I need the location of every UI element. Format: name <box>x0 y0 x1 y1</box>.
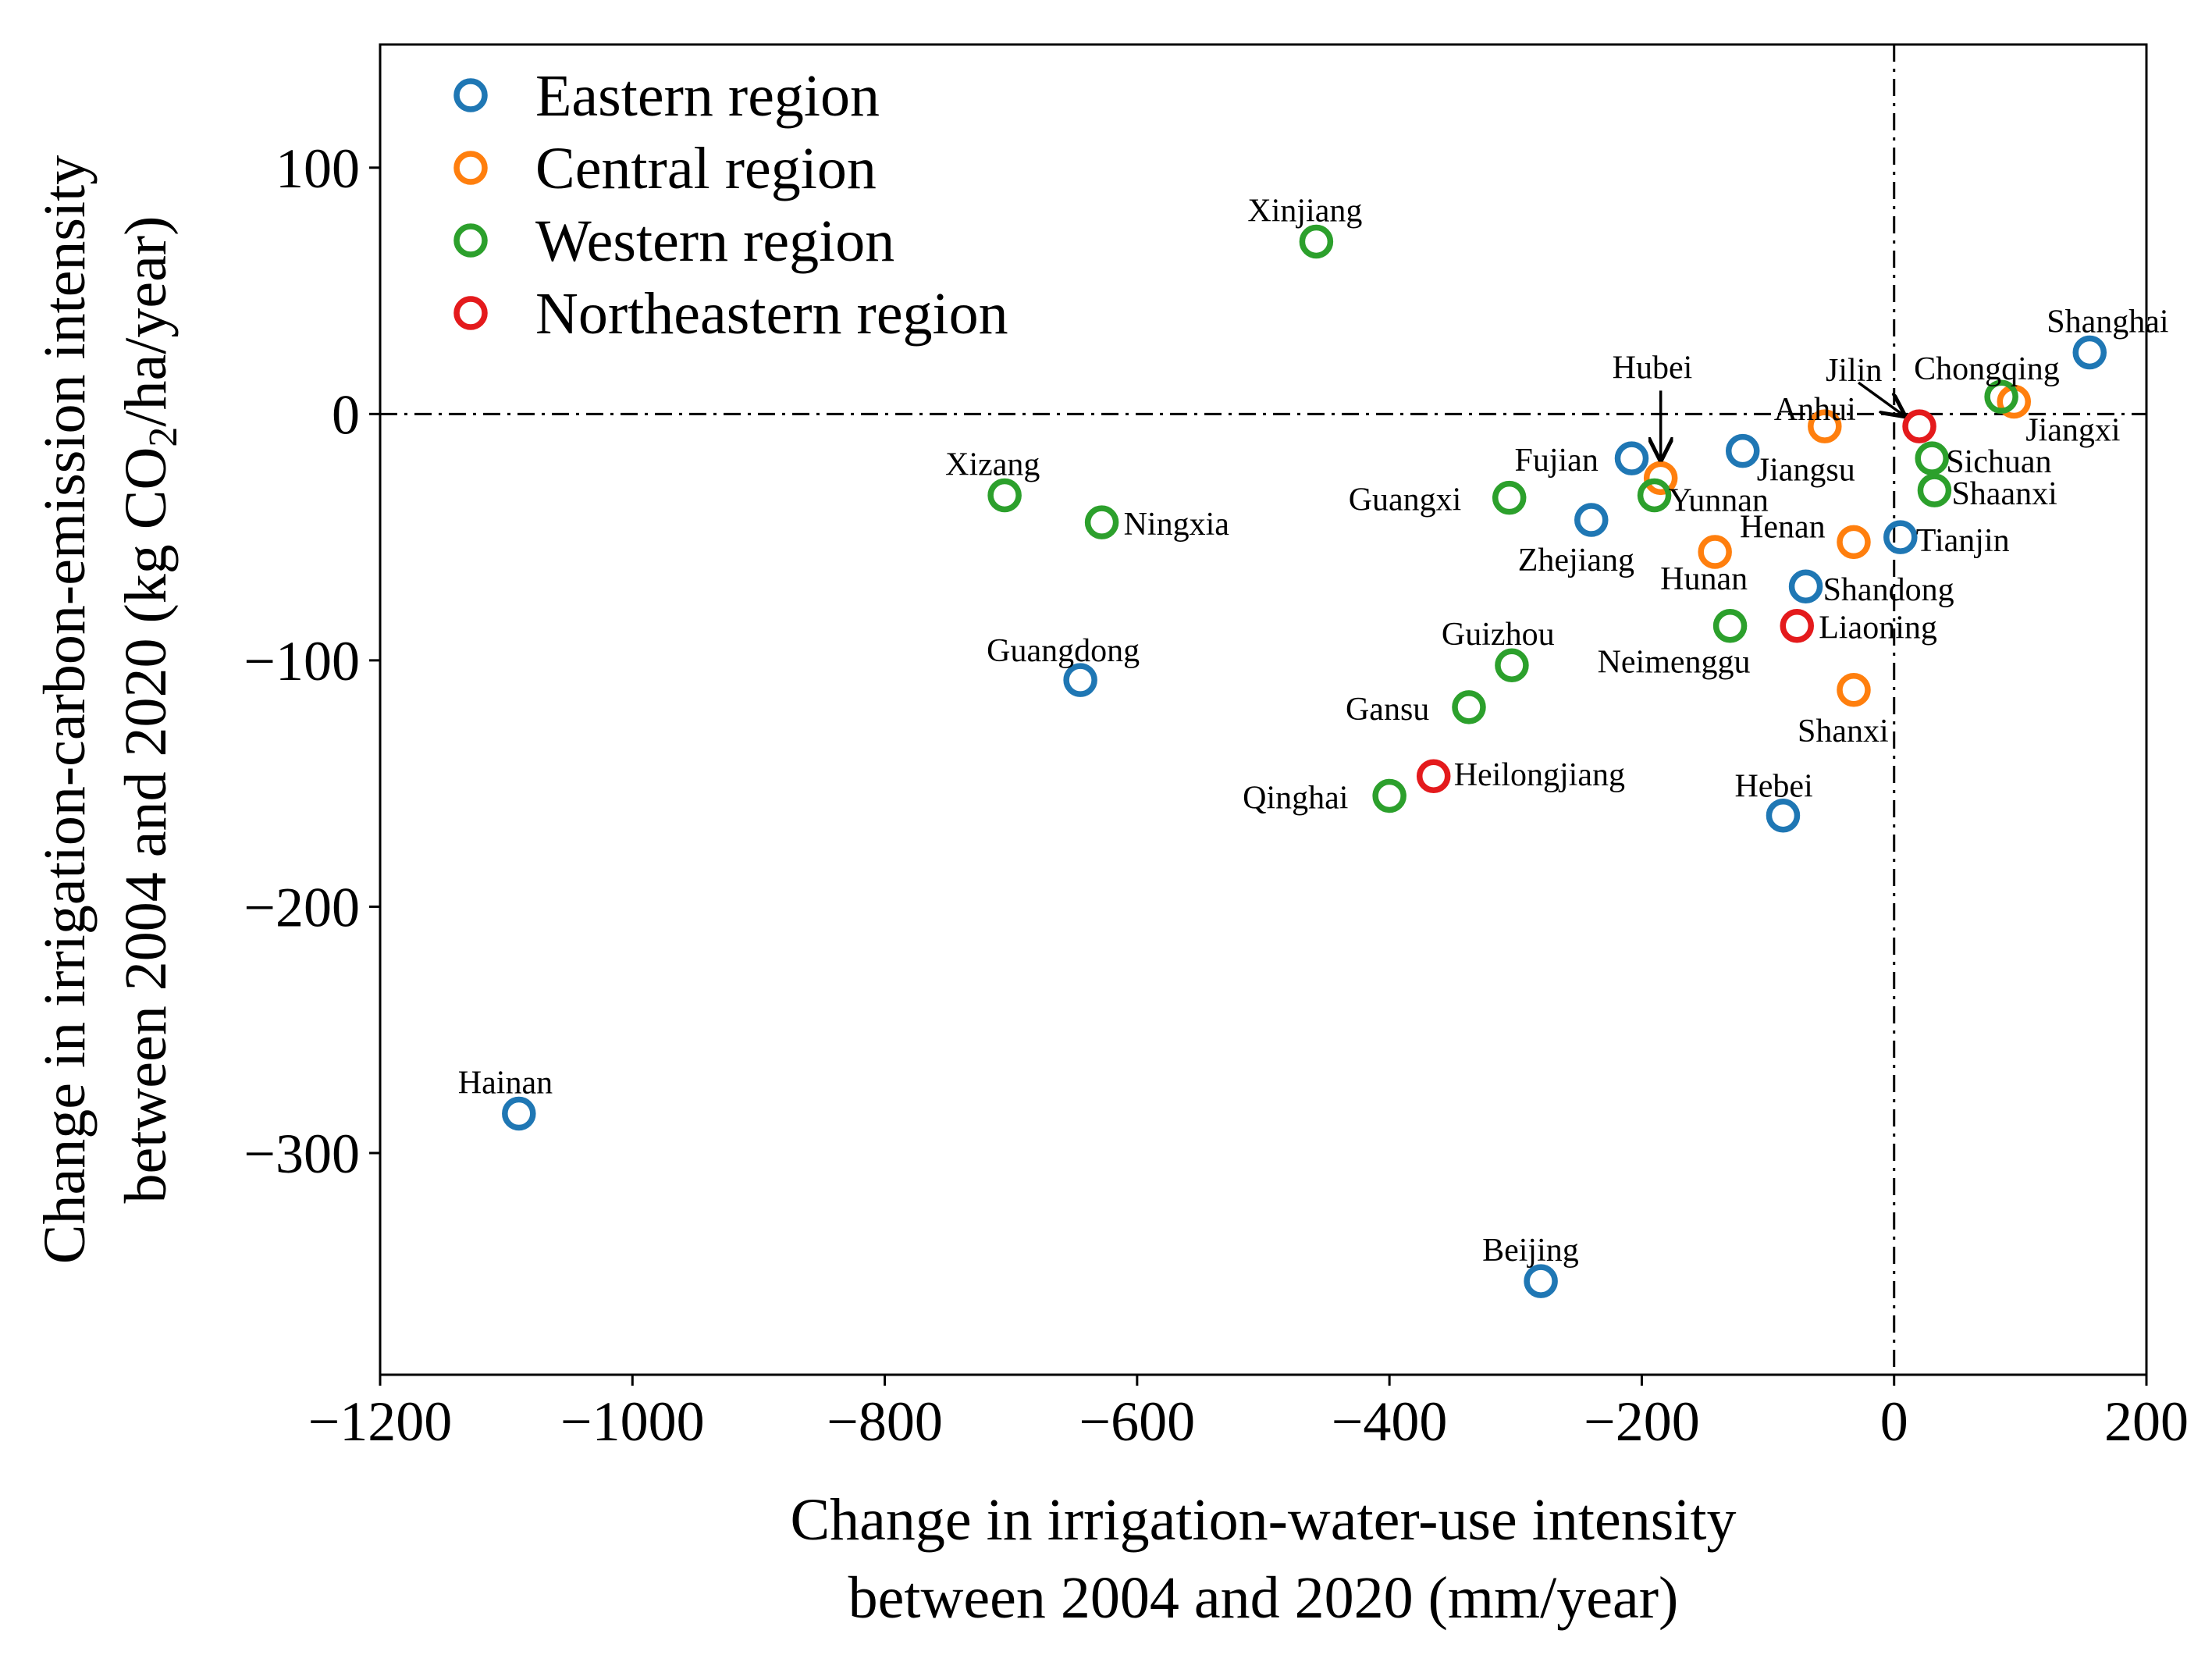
point-jiangsu <box>1725 433 1760 468</box>
point-label-xizang: Xizang <box>945 447 1040 482</box>
point-zhejiang <box>1574 503 1609 537</box>
y-tick-label: 100 <box>276 137 360 200</box>
point-label-guangdong: Guangdong <box>987 633 1140 669</box>
legend-label-eastern: Eastern region <box>535 63 880 129</box>
arrow-jilin <box>1858 381 1904 415</box>
point-label-liaoning: Liaoning <box>1819 610 1937 646</box>
point-guangxi <box>1492 480 1527 515</box>
point-label-qinghai: Qinghai <box>1243 780 1348 816</box>
point-sichuan <box>1915 441 1949 475</box>
y-tick-label: 0 <box>332 383 360 446</box>
x-tick-label: 0 <box>1880 1390 1908 1453</box>
point-label-henan: Henan <box>1740 509 1826 545</box>
point-label-yunnan: Yunnan <box>1669 482 1769 518</box>
y-axis-title-line2: between 2004 and 2020 (kg CO2/ha/year) <box>113 216 186 1204</box>
y-axis-title-post: /ha/year) <box>113 216 179 427</box>
legend-label-northeastern: Northeastern region <box>535 281 1008 347</box>
point-xinjiang <box>1299 224 1334 259</box>
legend-marker-western <box>453 223 488 258</box>
point-anhui <box>1808 409 1842 443</box>
y-tick-label: −100 <box>244 630 360 692</box>
point-label-fujian: Fujian <box>1514 443 1598 479</box>
y-tick-label: −200 <box>244 876 360 938</box>
point-label-shandong: Shandong <box>1823 572 1954 608</box>
x-tick-label: −1000 <box>560 1390 705 1453</box>
point-label-gansu: Gansu <box>1346 692 1429 728</box>
point-label-jilin: Jilin <box>1826 353 1882 389</box>
point-jilin <box>1902 409 1936 443</box>
point-heilongjiang <box>1416 759 1451 793</box>
point-label-hainan: Hainan <box>458 1066 553 1102</box>
point-label-shanxi: Shanxi <box>1798 714 1889 749</box>
point-label-shanghai: Shanghai <box>2047 304 2168 340</box>
y-tick-label: −300 <box>244 1123 360 1185</box>
x-tick-label: −400 <box>1332 1390 1448 1453</box>
x-axis-title-line2: between 2004 and 2020 (mm/year) <box>848 1565 1679 1631</box>
point-gansu <box>1452 690 1486 724</box>
point-tianjin <box>1883 520 1918 554</box>
x-axis-title-line1: Change in irrigation-water-use intensity <box>790 1487 1736 1553</box>
x-tick-label: −800 <box>827 1390 943 1453</box>
point-beijing <box>1524 1264 1558 1298</box>
plot-frame <box>379 43 2148 1376</box>
reference-lines <box>380 44 2146 1375</box>
x-tick-label: −200 <box>1584 1390 1700 1453</box>
legend: Eastern region Central region Western regi… <box>453 63 1008 347</box>
legend-label-central: Central region <box>535 136 877 201</box>
y-axis-title-pre: between 2004 and 2020 (kg CO <box>113 447 179 1204</box>
point-chongqing <box>1984 379 2018 414</box>
point-label-heilongjiang: Heilongjiang <box>1454 757 1625 793</box>
point-label-neimenggu: Neimenggu <box>1598 645 1751 681</box>
point-label-shaanxi: Shaanxi <box>1951 476 2057 512</box>
point-hubei <box>1643 461 1678 496</box>
point-label-jiangsu: Jiangsu <box>1757 453 1855 489</box>
x-tick-label: −600 <box>1079 1390 1196 1453</box>
point-hainan <box>502 1096 536 1131</box>
axis-ticks: −1200 −1000 −800 −600 −400 −200 0 200 100 0 −100 −2… <box>244 137 2189 1453</box>
point-shanxi <box>1837 673 1871 707</box>
point-shandong <box>1788 569 1823 603</box>
point-label-tianjin: Tianjin <box>1916 523 2010 559</box>
x-tick-label: −1200 <box>308 1390 453 1453</box>
point-label-guangxi: Guangxi <box>1349 482 1462 518</box>
point-shanghai <box>2072 335 2107 370</box>
point-label-anhui: Anhui <box>1774 392 1856 428</box>
legend-label-western: Western region <box>535 208 894 274</box>
legend-marker-eastern <box>453 78 488 112</box>
point-yunnan <box>1637 478 1672 513</box>
data-points <box>502 224 2107 1298</box>
point-shaanxi <box>1917 473 1952 507</box>
point-xizang <box>987 478 1022 513</box>
point-ningxia <box>1084 505 1119 539</box>
point-guizhou <box>1495 648 1529 682</box>
point-label-hubei: Hubei <box>1613 350 1693 386</box>
point-labels: Shanghai Jiangsu Fujian Zhejiang Tianjin Shan… <box>458 193 2169 1269</box>
legend-marker-northeastern <box>453 296 488 330</box>
point-henan <box>1837 525 1871 560</box>
point-label-guizhou: Guizhou <box>1442 617 1555 653</box>
point-fujian <box>1614 441 1649 475</box>
legend-marker-central <box>453 151 488 185</box>
point-liaoning <box>1780 608 1814 643</box>
point-guangdong <box>1063 663 1097 697</box>
x-tick-label: 200 <box>2104 1390 2189 1453</box>
point-label-xinjiang: Xinjiang <box>1247 193 1362 229</box>
point-label-hebei: Hebei <box>1734 769 1812 805</box>
point-label-sichuan: Sichuan <box>1946 444 2051 480</box>
point-label-chongqing: Chongqing <box>1914 351 2060 387</box>
point-neimenggu <box>1712 608 1748 643</box>
point-qinghai <box>1372 778 1407 813</box>
point-label-ningxia: Ningxia <box>1124 507 1230 543</box>
point-label-jiangxi: Jiangxi <box>2025 413 2120 449</box>
y-axis-title-line1: Change in irrigation-carbon-emission int… <box>32 155 98 1264</box>
point-label-beijing: Beijing <box>1482 1233 1579 1269</box>
point-label-zhejiang: Zhejiang <box>1518 543 1634 578</box>
point-label-hunan: Hunan <box>1660 561 1748 597</box>
point-hunan <box>1698 535 1732 569</box>
y-axis-title-sub: 2 <box>141 427 186 447</box>
point-hebei <box>1766 798 1801 833</box>
